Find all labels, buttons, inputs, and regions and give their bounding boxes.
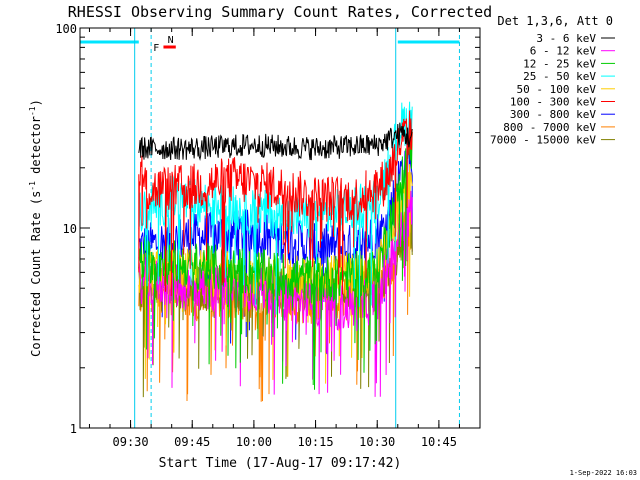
y-axis-label-main: Corrected Count Rate (s bbox=[29, 191, 43, 357]
x-tick-label-1: 09:45 bbox=[174, 435, 210, 449]
legend-title: Det 1,3,6, Att 0 bbox=[497, 14, 613, 28]
date-stamp: 1-Sep-2022 16:03 bbox=[570, 469, 637, 477]
y-tick-label-2: 100 bbox=[55, 22, 77, 36]
x-tick-label-4: 10:30 bbox=[359, 435, 395, 449]
legend-label-6: 300 - 800 keV bbox=[510, 108, 596, 121]
legend-label-2: 12 - 25 keV bbox=[523, 57, 596, 70]
y-axis-label-sup2: -1 bbox=[28, 106, 37, 116]
x-tick-label-3: 10:15 bbox=[297, 435, 333, 449]
series-line-2 bbox=[138, 129, 413, 390]
x-axis-label: Start Time (17-Aug-17 09:17:42) bbox=[159, 456, 402, 471]
chart-title: RHESSI Observing Summary Count Rates, Co… bbox=[68, 3, 492, 21]
y-axis-label: Corrected Count Rate (s-1 detector-1) bbox=[28, 99, 43, 357]
flare-label: F bbox=[153, 43, 159, 54]
series-line-5 bbox=[138, 110, 413, 297]
plot-area: FN 1 10 100 09:30 09:45 10:00 10:15 10:30 10:45 bbox=[55, 22, 481, 449]
night-label: N bbox=[168, 35, 174, 46]
y-axis-label-mid: detector bbox=[29, 116, 43, 181]
y-axis-label-end: ) bbox=[29, 99, 43, 106]
legend-label-4: 50 - 100 keV bbox=[517, 83, 597, 96]
legend-label-1: 6 - 12 keV bbox=[530, 45, 597, 58]
x-tick-label-2: 10:00 bbox=[236, 435, 272, 449]
legend-label-8: 7000 - 15000 keV bbox=[490, 134, 596, 147]
legend-label-0: 3 - 6 keV bbox=[536, 32, 596, 45]
legend-label-7: 800 - 7000 keV bbox=[503, 121, 596, 134]
series-line-0 bbox=[138, 122, 413, 162]
y-tick-label-1: 10 bbox=[63, 222, 77, 236]
x-tick-label-0: 09:30 bbox=[113, 435, 149, 449]
legend-label-3: 25 - 50 keV bbox=[523, 70, 596, 83]
legend-label-5: 100 - 300 keV bbox=[510, 96, 596, 109]
y-tick-label-0: 1 bbox=[70, 422, 77, 436]
y-axis-label-sup1: -1 bbox=[28, 181, 37, 191]
x-tick-label-5: 10:45 bbox=[421, 435, 457, 449]
